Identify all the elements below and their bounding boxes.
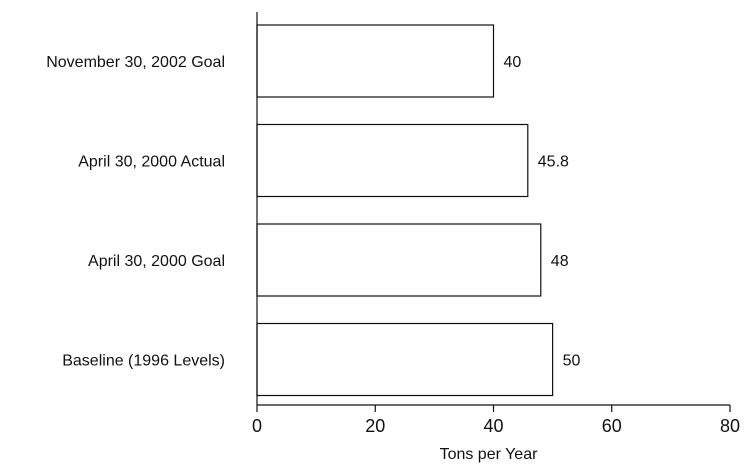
bar-april-30-2000-goal (256, 223, 542, 297)
value-label-april-30-2000-goal: 48 (551, 253, 569, 270)
x-tick-label-60: 60 (602, 416, 622, 436)
x-tick-label-80: 80 (720, 416, 740, 436)
value-label-april-30-2000-actual: 45.8 (538, 154, 569, 171)
bar-april-30-2000-actual (256, 123, 529, 198)
category-label-april-30-2000-actual: April 30, 2000 Actual (78, 154, 225, 171)
bar-november-30-2002-goal (256, 24, 495, 98)
x-tick-label-0: 0 (252, 416, 262, 436)
value-label-november-30-2002-goal: 40 (504, 54, 522, 71)
x-axis-title: Tons per Year (440, 446, 539, 463)
category-labels: November 30, 2002 Goal April 30, 2000 Act… (46, 54, 225, 370)
value-labels: 40 45.8 48 50 (504, 54, 581, 370)
category-label-november-30-2002-goal: November 30, 2002 Goal (46, 54, 225, 71)
bars-layer (256, 24, 554, 397)
x-tick-label-20: 20 (365, 416, 385, 436)
bar-baseline-1996-levels (256, 322, 554, 397)
category-label-baseline-1996-levels: Baseline (1996 Levels) (62, 353, 225, 370)
x-tick-label-40: 40 (483, 416, 503, 436)
category-label-april-30-2000-goal: April 30, 2000 Goal (88, 253, 225, 270)
x-axis-ticks: 0 20 40 60 80 (252, 405, 740, 436)
value-label-baseline-1996-levels: 50 (563, 353, 581, 370)
